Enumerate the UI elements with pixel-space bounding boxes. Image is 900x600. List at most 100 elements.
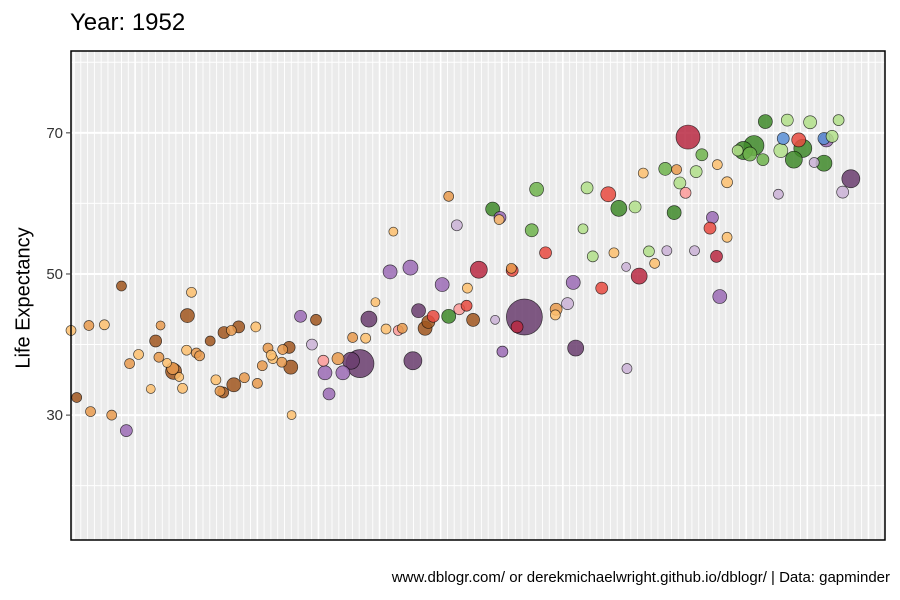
data-point: [565, 275, 581, 290]
data-point: [711, 159, 723, 170]
data-point: [506, 262, 517, 274]
data-point: [99, 319, 110, 331]
data-point: [586, 250, 599, 263]
data-point: [85, 406, 96, 417]
data-point: [577, 223, 589, 235]
data-point: [673, 176, 687, 190]
data-point: [539, 246, 552, 260]
data-point: [756, 153, 770, 167]
data-point: [621, 262, 631, 272]
data-point: [510, 320, 524, 334]
data-point: [675, 124, 701, 150]
data-point: [210, 374, 222, 386]
y-tick-label: 30: [46, 407, 63, 424]
data-point: [396, 322, 408, 334]
data-point: [250, 321, 262, 333]
data-point: [600, 186, 617, 203]
data-point: [776, 132, 790, 145]
data-point: [469, 260, 488, 279]
data-point: [784, 150, 803, 169]
data-point: [265, 349, 277, 361]
data-point: [155, 320, 166, 331]
chart-caption: www.dblogr.com/ or derekmichaelwright.gi…: [391, 569, 890, 586]
data-point: [666, 205, 682, 220]
data-point: [388, 226, 399, 237]
chart-title: Year: 1952: [70, 9, 186, 36]
data-point: [434, 277, 450, 292]
data-point: [181, 344, 192, 356]
data-point: [441, 308, 457, 324]
data-point: [780, 113, 794, 127]
data-point: [382, 264, 398, 280]
data-point: [370, 297, 381, 308]
data-point: [742, 146, 758, 162]
data-point: [177, 382, 188, 394]
data-point: [496, 345, 509, 358]
data-point: [773, 143, 789, 158]
data-point: [721, 231, 733, 243]
data-point: [124, 358, 135, 369]
data-point: [757, 114, 773, 129]
data-point: [239, 372, 250, 384]
data-point: [443, 191, 455, 202]
data-point: [226, 377, 242, 393]
data-point: [466, 312, 480, 327]
data-point: [180, 308, 195, 323]
data-point: [450, 219, 463, 232]
data-point: [317, 354, 330, 367]
data-point: [703, 221, 717, 235]
data-point: [561, 297, 574, 310]
data-point: [803, 115, 817, 130]
data-point: [836, 185, 850, 199]
data-point: [306, 338, 318, 351]
data-point: [529, 181, 544, 197]
data-point: [549, 309, 561, 321]
data-point: [214, 385, 226, 397]
data-point: [610, 200, 628, 217]
data-point: [773, 188, 784, 200]
data-point: [276, 356, 288, 368]
data-point: [490, 314, 500, 325]
data-point: [524, 223, 539, 238]
data-point: [791, 132, 807, 148]
data-point: [630, 267, 648, 285]
data-point: [380, 323, 392, 335]
data-point: [608, 247, 620, 259]
data-point: [658, 161, 673, 176]
data-point: [145, 384, 156, 394]
data-point: [580, 181, 594, 195]
data-point: [153, 351, 165, 363]
data-point: [689, 165, 703, 179]
data-point: [277, 344, 288, 355]
data-point: [706, 211, 719, 224]
data-point: [286, 410, 297, 420]
data-point: [411, 303, 426, 319]
data-point: [710, 249, 723, 263]
data-point: [83, 320, 95, 331]
data-point: [252, 378, 263, 389]
data-point: [310, 313, 322, 326]
data-point: [679, 186, 692, 199]
data-point: [567, 339, 585, 357]
data-point: [71, 392, 83, 403]
data-point: [621, 363, 633, 374]
data-point: [661, 245, 673, 257]
data-point: [335, 365, 351, 381]
data-point: [712, 289, 728, 304]
data-point: [186, 286, 197, 298]
data-point: [493, 214, 505, 225]
data-point: [671, 164, 682, 175]
data-point: [331, 352, 345, 366]
data-point: [294, 309, 307, 323]
data-point: [204, 335, 216, 347]
plot-panel-border: [70, 50, 886, 541]
grid: [71, 51, 885, 540]
data-point: [360, 310, 378, 328]
data-point: [637, 167, 649, 179]
data-point: [360, 332, 372, 344]
data-point: [808, 157, 820, 168]
data-point: [133, 349, 144, 360]
data-point: [595, 281, 609, 295]
data-point: [347, 332, 358, 343]
